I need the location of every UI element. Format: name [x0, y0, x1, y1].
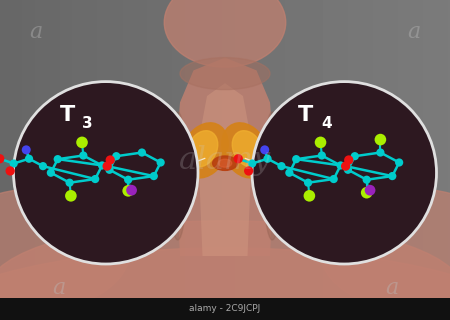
PathPatch shape — [198, 83, 252, 256]
Point — [68, 193, 75, 198]
Point — [47, 170, 54, 175]
Point — [54, 156, 61, 162]
Ellipse shape — [218, 159, 232, 167]
Point — [138, 150, 145, 155]
Point — [306, 193, 313, 198]
Point — [99, 163, 106, 168]
Point — [112, 154, 120, 159]
Point — [104, 164, 111, 169]
Ellipse shape — [0, 189, 130, 310]
PathPatch shape — [176, 58, 274, 256]
Text: a: a — [407, 21, 421, 43]
Ellipse shape — [252, 82, 436, 264]
Ellipse shape — [164, 0, 286, 67]
Point — [10, 161, 17, 166]
FancyBboxPatch shape — [0, 298, 450, 320]
Point — [305, 180, 312, 185]
Point — [330, 177, 338, 182]
Ellipse shape — [212, 156, 238, 170]
Text: a: a — [29, 21, 43, 43]
Point — [0, 156, 3, 161]
Point — [345, 157, 352, 163]
Ellipse shape — [0, 221, 450, 320]
Text: 3: 3 — [82, 116, 93, 131]
Point — [66, 180, 73, 185]
Point — [7, 168, 14, 173]
Point — [78, 140, 86, 145]
Point — [337, 163, 344, 168]
Ellipse shape — [180, 58, 270, 90]
Ellipse shape — [169, 112, 187, 240]
Point — [342, 164, 349, 169]
Ellipse shape — [181, 123, 228, 178]
Text: alamy - 2C9JCPJ: alamy - 2C9JCPJ — [189, 304, 261, 313]
Ellipse shape — [222, 123, 269, 178]
Point — [366, 188, 373, 193]
Point — [106, 167, 113, 172]
Text: a: a — [52, 277, 65, 299]
Ellipse shape — [263, 112, 281, 240]
Text: T: T — [60, 105, 75, 125]
Point — [107, 157, 114, 163]
Point — [292, 156, 300, 162]
Text: a: a — [385, 277, 398, 299]
Point — [92, 177, 99, 182]
Text: 4: 4 — [321, 116, 332, 131]
Ellipse shape — [0, 248, 450, 320]
Point — [317, 140, 324, 145]
Point — [234, 156, 242, 161]
Point — [125, 177, 132, 182]
Text: T: T — [298, 105, 314, 125]
Ellipse shape — [187, 131, 218, 167]
Point — [157, 160, 164, 165]
Text: alamy: alamy — [179, 145, 271, 175]
Point — [351, 154, 358, 159]
Point — [128, 188, 135, 193]
Point — [377, 137, 384, 142]
Point — [245, 168, 252, 173]
Point — [363, 177, 370, 182]
Point — [389, 173, 396, 179]
Point — [286, 170, 293, 175]
Point — [264, 156, 271, 161]
Point — [278, 164, 285, 169]
Point — [396, 160, 403, 165]
Point — [248, 161, 256, 166]
Point — [150, 173, 158, 179]
Point — [363, 190, 370, 195]
Point — [125, 188, 132, 193]
Point — [344, 167, 351, 172]
Point — [318, 153, 325, 158]
Ellipse shape — [232, 131, 263, 167]
Point — [25, 156, 32, 161]
Point — [40, 164, 47, 169]
Point — [377, 150, 384, 155]
Ellipse shape — [14, 82, 198, 264]
Point — [261, 147, 268, 152]
Point — [22, 147, 30, 152]
Ellipse shape — [320, 189, 450, 310]
Point — [80, 153, 87, 158]
